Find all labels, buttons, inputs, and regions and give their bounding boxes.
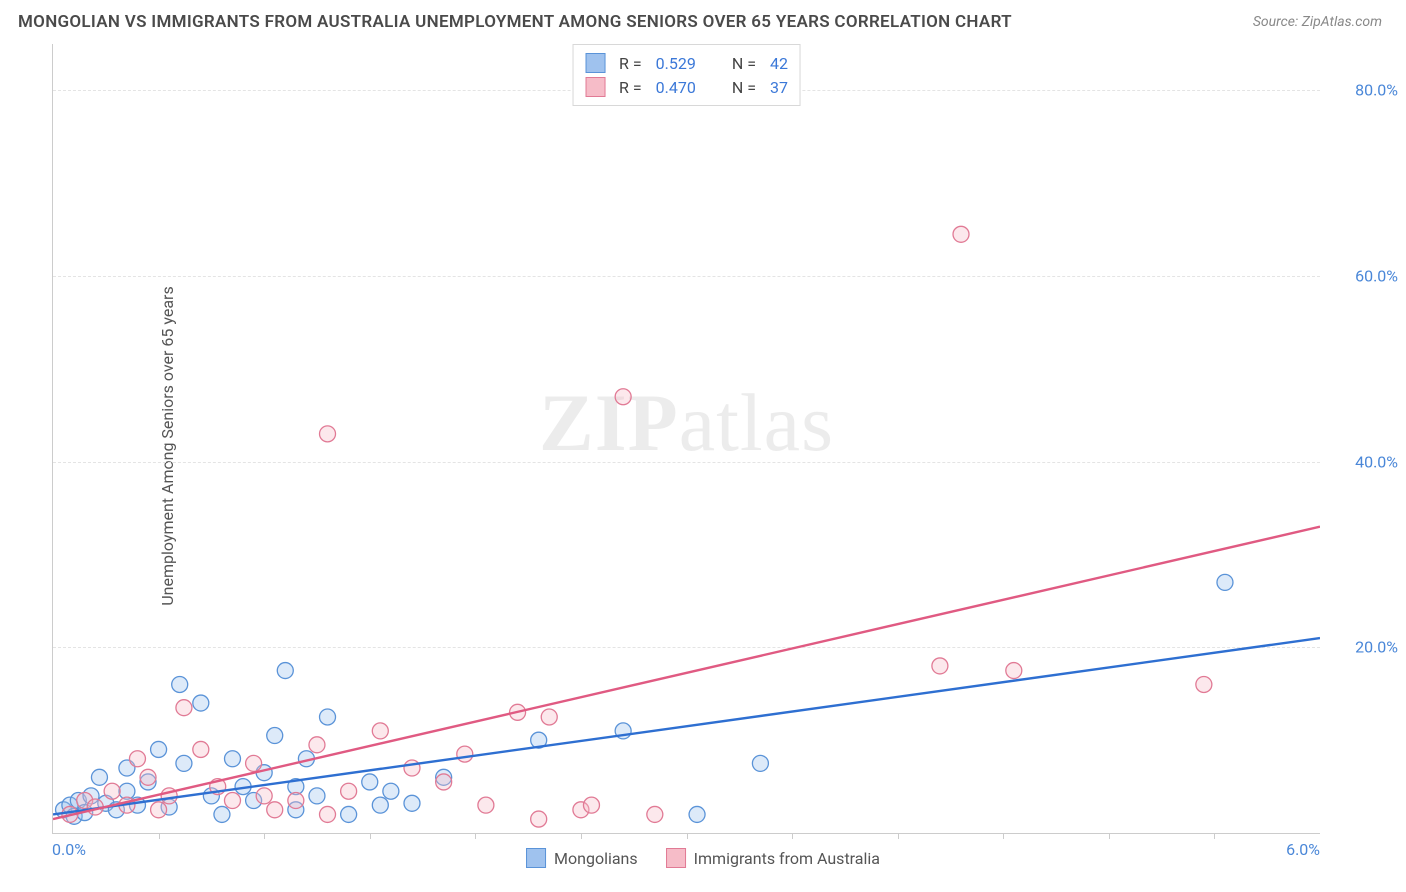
- x-tick: [581, 833, 582, 839]
- data-point: [647, 806, 663, 822]
- data-point: [104, 783, 120, 799]
- x-axis-max-label: 6.0%: [1286, 840, 1320, 859]
- data-point: [362, 774, 378, 790]
- data-point: [541, 709, 557, 725]
- y-tick-label: 60.0%: [1328, 267, 1398, 286]
- regression-line: [53, 638, 1320, 814]
- data-point: [953, 226, 969, 242]
- r-value: 0.470: [656, 78, 696, 97]
- chart-title: MONGOLIAN VS IMMIGRANTS FROM AUSTRALIA U…: [18, 12, 1012, 32]
- data-point: [404, 760, 420, 776]
- data-point: [277, 663, 293, 679]
- data-point: [752, 755, 768, 771]
- data-point: [151, 802, 167, 818]
- n-label: N =: [732, 78, 756, 97]
- data-point: [309, 788, 325, 804]
- n-value: 37: [770, 78, 788, 97]
- series-legend: Mongolians Immigrants from Australia: [526, 848, 880, 868]
- data-point: [1196, 676, 1212, 692]
- x-tick: [475, 833, 476, 839]
- x-tick: [370, 833, 371, 839]
- data-point: [224, 751, 240, 767]
- data-point: [383, 783, 399, 799]
- data-point: [176, 700, 192, 716]
- data-point: [1006, 663, 1022, 679]
- data-point: [320, 806, 336, 822]
- data-point: [404, 795, 420, 811]
- data-point: [341, 783, 357, 799]
- data-point: [689, 806, 705, 822]
- data-point: [583, 797, 599, 813]
- legend-item: Mongolians: [526, 848, 638, 868]
- r-label: R =: [619, 78, 642, 97]
- data-point: [246, 755, 262, 771]
- legend-swatch: [666, 848, 686, 868]
- x-tick: [159, 833, 160, 839]
- legend-swatch: [585, 77, 605, 97]
- data-point: [172, 676, 188, 692]
- data-point: [256, 788, 272, 804]
- x-tick: [1003, 833, 1004, 839]
- r-value: 0.529: [656, 54, 696, 73]
- data-point: [436, 774, 452, 790]
- x-tick: [792, 833, 793, 839]
- stats-legend: R = 0.529 N = 42 R = 0.470 N = 37: [572, 44, 801, 106]
- data-point: [267, 728, 283, 744]
- data-point: [1217, 574, 1233, 590]
- r-label: R =: [619, 54, 642, 73]
- data-point: [214, 806, 230, 822]
- data-point: [457, 746, 473, 762]
- data-point: [176, 755, 192, 771]
- data-point: [341, 806, 357, 822]
- data-point: [288, 793, 304, 809]
- y-tick-label: 80.0%: [1328, 81, 1398, 100]
- source-text: Source: ZipAtlas.com: [1253, 14, 1382, 30]
- data-point: [478, 797, 494, 813]
- x-tick: [898, 833, 899, 839]
- data-point: [320, 426, 336, 442]
- data-point: [531, 811, 547, 827]
- data-point: [91, 769, 107, 785]
- stats-legend-row: R = 0.529 N = 42: [585, 51, 788, 75]
- data-point: [372, 723, 388, 739]
- data-point: [224, 793, 240, 809]
- data-point: [615, 389, 631, 405]
- data-point: [129, 751, 145, 767]
- data-point: [140, 769, 156, 785]
- data-point: [932, 658, 948, 674]
- legend-swatch: [585, 53, 605, 73]
- legend-swatch: [526, 848, 546, 868]
- data-point: [320, 709, 336, 725]
- data-point: [372, 797, 388, 813]
- x-tick: [1214, 833, 1215, 839]
- data-point: [267, 802, 283, 818]
- legend-label: Mongolians: [554, 849, 638, 868]
- n-label: N =: [732, 54, 756, 73]
- data-point: [309, 737, 325, 753]
- stats-legend-row: R = 0.470 N = 37: [585, 75, 788, 99]
- regression-line: [53, 527, 1320, 819]
- legend-item: Immigrants from Australia: [666, 848, 880, 868]
- x-tick: [1109, 833, 1110, 839]
- data-point: [193, 695, 209, 711]
- x-tick: [687, 833, 688, 839]
- x-axis-min-label: 0.0%: [52, 840, 86, 859]
- legend-label: Immigrants from Australia: [694, 849, 880, 868]
- x-tick: [264, 833, 265, 839]
- data-point: [193, 741, 209, 757]
- y-tick-label: 40.0%: [1328, 452, 1398, 471]
- n-value: 42: [770, 54, 788, 73]
- y-tick-label: 20.0%: [1328, 638, 1398, 657]
- plot-area: ZIPatlas R =0.529N =42R =0.470N =37 20.0…: [52, 44, 1320, 834]
- data-point: [151, 741, 167, 757]
- scatter-svg: [53, 44, 1320, 833]
